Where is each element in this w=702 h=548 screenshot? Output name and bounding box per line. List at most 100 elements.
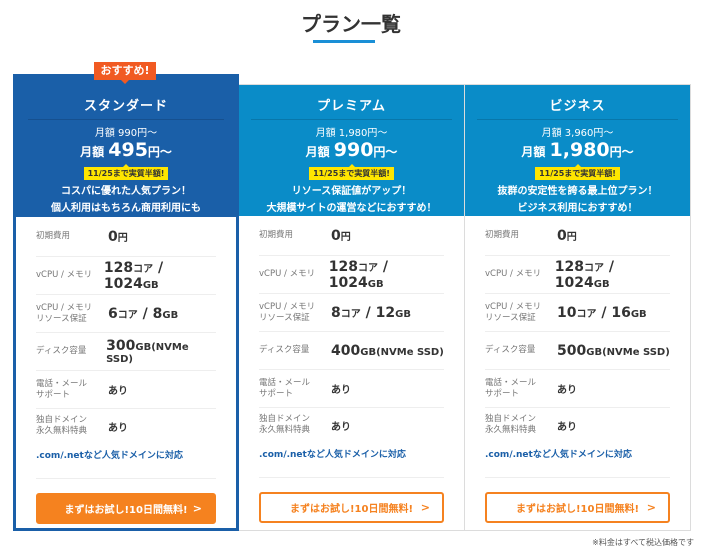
value-unit: コア	[358, 262, 378, 274]
price-value: 990	[333, 139, 374, 161]
original-price: 月額 3,960円〜	[541, 128, 614, 139]
value-number: 500	[557, 342, 587, 359]
free-trial-button[interactable]: まずはお試し!10日間無料! >	[259, 492, 444, 523]
separator: /	[596, 304, 612, 321]
plan-card-business: ビジネス 月額 3,960円〜 月額 1,980円〜 11/25まで実質半額! …	[464, 84, 691, 531]
spec-row-initial-fee: 初期費用 0円	[36, 217, 216, 257]
price-prefix: 月額	[80, 145, 109, 159]
label-line: 永久無料特典	[259, 425, 311, 435]
spec-row-disk: ディスク容量 300GB(NVMe SSD)	[36, 333, 216, 371]
plan-card-premium: プレミアム 月額 1,980円〜 月額 990円〜 11/25まで実質半額! リ…	[238, 84, 465, 531]
plan-card-standard: スタンダード 月額 990円〜 月額 495円〜 11/25まで実質半額! コス…	[13, 74, 239, 531]
spec-value: 128コア / 1024GB	[555, 259, 670, 291]
chevron-right-icon: >	[192, 502, 202, 515]
free-trial-button[interactable]: まずはお試し!10日間無料! >	[36, 493, 216, 524]
value-number: 300	[106, 338, 136, 354]
description-line: 個人利用はもちろん商用利用にも	[51, 203, 201, 214]
label-line: リソース保証	[259, 312, 310, 323]
description-line: 抜群の安定性を誇る最上位プラン！	[497, 186, 658, 197]
spec-row-domain: 独自ドメイン 永久無料特典 あり	[36, 409, 216, 443]
spec-label: 電話・メール サポート	[259, 378, 331, 400]
label-line: リソース保証	[36, 313, 87, 324]
free-trial-button[interactable]: まずはお試し!10日間無料! >	[485, 492, 670, 523]
label-line: vCPU / メモリ	[259, 301, 316, 312]
label-line: vCPU / メモリ	[36, 302, 93, 313]
plan-name: スタンダード	[28, 95, 224, 120]
value-number: 128	[103, 259, 134, 276]
value-number: 6	[108, 305, 118, 322]
value-number: 1024	[554, 274, 594, 291]
value-unit: GB	[630, 308, 647, 320]
value-number: 400	[331, 342, 361, 359]
original-price: 月額 990円〜	[94, 128, 158, 139]
price-suffix: 円〜	[609, 145, 634, 159]
label-line: サポート	[485, 388, 520, 399]
value-unit: GB	[593, 278, 610, 290]
spec-value: 128コア / 1024GB	[329, 259, 444, 291]
value-number: 128	[328, 258, 358, 275]
price-suffix: 円〜	[373, 145, 398, 159]
value-number: 1024	[103, 275, 143, 292]
spec-row-support: 電話・メール サポート あり	[485, 370, 670, 408]
label-line: 独自ドメイン	[259, 414, 311, 424]
separator: /	[360, 304, 376, 321]
price-suffix: 円〜	[147, 145, 172, 159]
button-label: まずはお試し!10日間無料!	[515, 504, 640, 515]
spec-value: 400GB(NVMe SSD)	[331, 343, 444, 359]
spec-row-vcpu-memory: vCPU / メモリ 128コア / 1024GB	[259, 256, 444, 294]
domain-note: .com/.netなど人気ドメインに対応	[485, 442, 670, 478]
spec-value: 128コア / 1024GB	[104, 260, 216, 292]
value-number: 0	[108, 228, 118, 245]
description-line: ビジネス利用におすすめ！	[517, 203, 638, 214]
value-unit: 円	[340, 231, 351, 243]
separator: /	[604, 258, 614, 275]
spec-value: 500GB(NVMe SSD)	[557, 343, 670, 359]
plan-name: ビジネス	[477, 95, 678, 120]
spec-value: 0円	[108, 229, 128, 245]
value-unit: コア	[340, 308, 361, 320]
spec-row-resource-guarantee: vCPU / メモリ リソース保証 10コア / 16GB	[485, 294, 670, 332]
recommended-badge: おすすめ!	[94, 62, 156, 84]
spec-row-support: 電話・メール サポート あり	[259, 370, 444, 408]
original-price: 月額 1,980円〜	[315, 128, 388, 139]
spec-label: vCPU / メモリ リソース保証	[36, 303, 108, 325]
spec-value: あり	[108, 386, 128, 397]
chevron-right-icon: >	[420, 501, 430, 514]
spec-label: 初期費用	[485, 230, 520, 240]
spec-value: 0円	[331, 228, 351, 244]
plan-header: プレミアム 月額 1,980円〜 月額 990円〜 11/25まで実質半額! リ…	[239, 85, 464, 216]
spec-label: vCPU / メモリ	[485, 269, 542, 279]
value-number: 12	[375, 304, 396, 321]
spec-label: vCPU / メモリ	[36, 270, 93, 280]
label-line: vCPU / メモリ	[485, 301, 542, 312]
value-number: 0	[331, 227, 341, 244]
sale-price: 月額 1,980円〜	[465, 139, 690, 161]
value-unit: 円	[117, 232, 128, 244]
value-unit: GB(NVMe SSD)	[106, 342, 189, 365]
spec-row-disk: ディスク容量 400GB(NVMe SSD)	[259, 332, 444, 370]
spec-label: vCPU / メモリ リソース保証	[259, 302, 331, 324]
spec-value: 6コア / 8GB	[108, 306, 178, 322]
label-line: 独自ドメイン	[36, 415, 88, 425]
spec-row-resource-guarantee: vCPU / メモリ リソース保証 8コア / 12GB	[259, 294, 444, 332]
spec-list: 初期費用 0円 vCPU / メモリ 128コア / 1024GB vCPU / メ…	[465, 216, 690, 478]
page-title: プラン一覧	[301, 12, 401, 36]
spec-row-initial-fee: 初期費用 0円	[485, 216, 670, 256]
plan-description: 抜群の安定性を誇る最上位プラン！ ビジネス利用におすすめ！	[465, 183, 690, 217]
spec-value: あり	[557, 421, 577, 433]
value-unit: コア	[584, 262, 604, 274]
value-unit: コア	[133, 263, 154, 275]
spec-label: 電話・メール サポート	[36, 379, 108, 401]
value-number: 128	[554, 258, 584, 275]
spec-value: あり	[108, 422, 128, 434]
spec-value: あり	[557, 385, 577, 396]
spec-list: 初期費用 0円 vCPU / メモリ 128コア / 1024GB vCPU / メ…	[16, 217, 236, 479]
plan-description: リソース保証値がアップ！ 大規模サイトの運営などにおすすめ！	[239, 183, 464, 217]
value-unit: GB(NVMe SSD)	[360, 346, 444, 358]
title-underline	[313, 40, 375, 43]
plan-description: コスパに優れた人気プラン！ 個人利用はもちろん商用利用にも	[16, 183, 236, 217]
label-line: サポート	[36, 389, 71, 400]
spec-label: 電話・メール サポート	[485, 378, 557, 400]
sale-price: 月額 990円〜	[239, 139, 464, 161]
spec-label: vCPU / メモリ リソース保証	[485, 302, 557, 324]
